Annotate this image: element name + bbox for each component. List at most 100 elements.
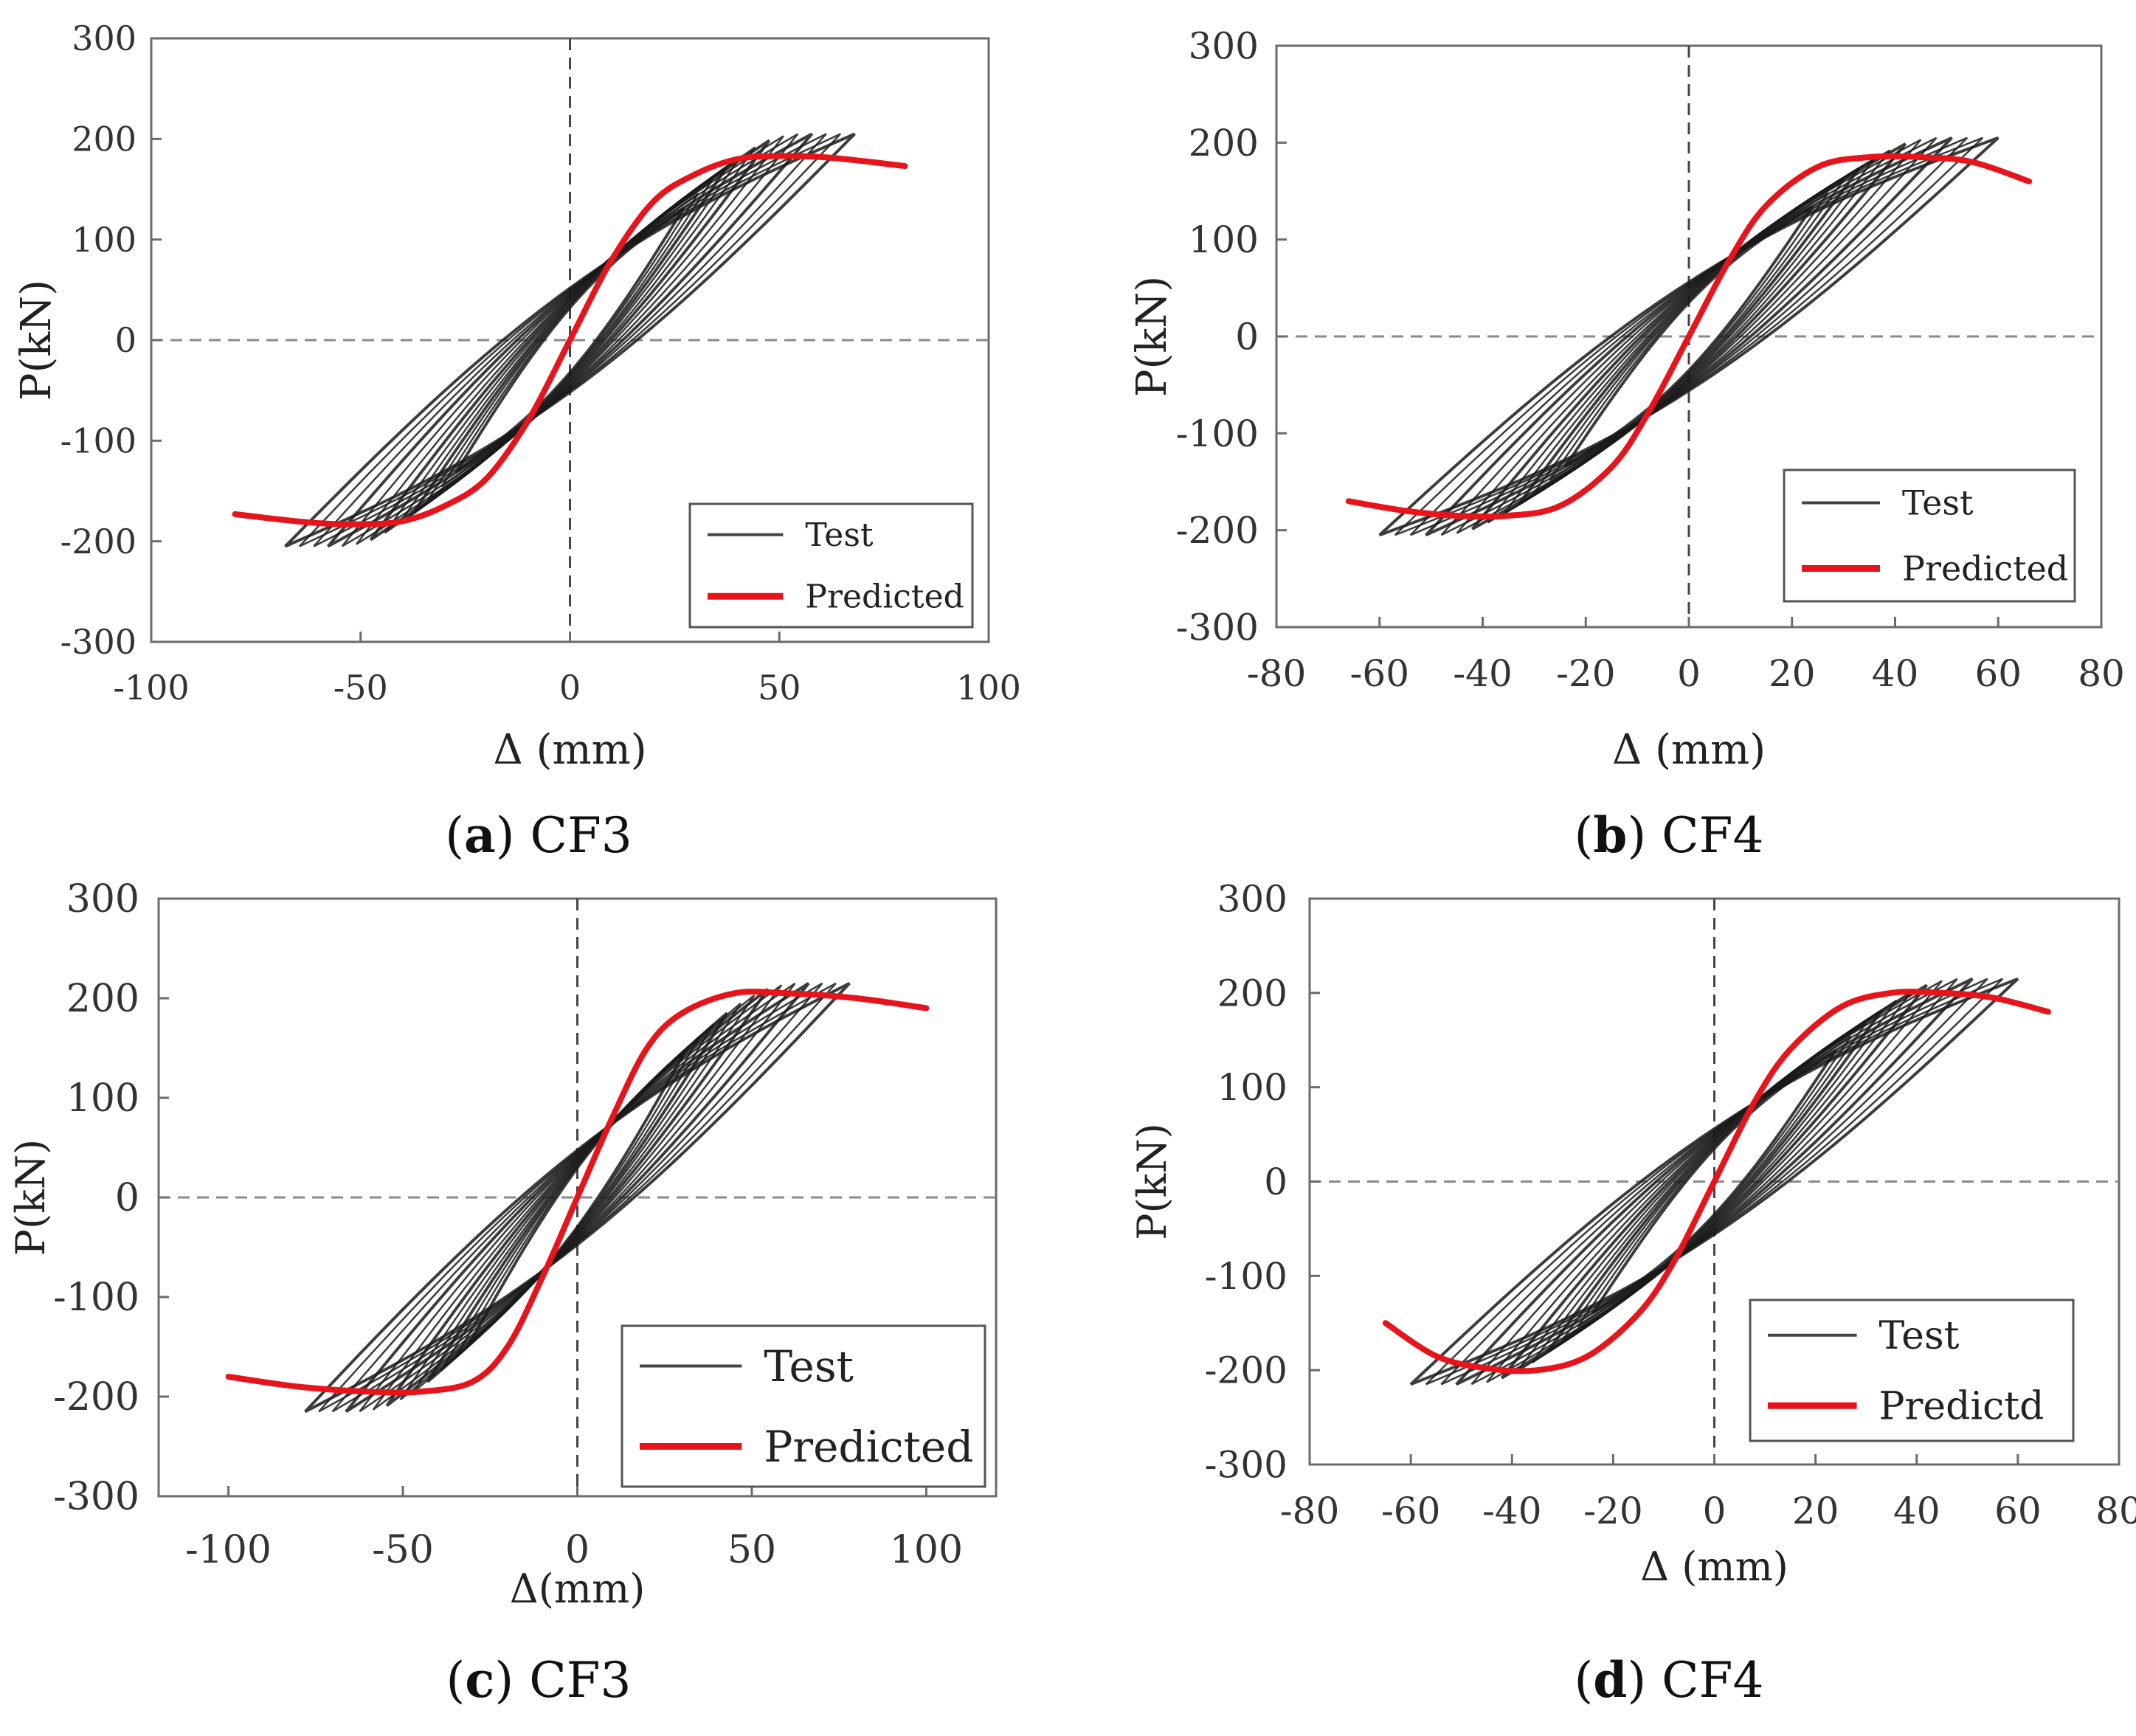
x-tick-label: -20 [1556,652,1616,695]
y-tick-label: -200 [1205,1349,1288,1392]
y-axis-label: P(kN) [7,1139,54,1256]
predicted-curve [232,153,908,528]
y-tick-label: 0 [1235,316,1259,359]
x-tick-label: 0 [1677,652,1701,695]
x-tick-label: -50 [372,1528,434,1572]
panel-caption: (b) CF4 [1575,806,1764,864]
test-hysteresis-loop [1440,136,1938,536]
x-tick-label: -60 [1381,1490,1441,1532]
test-hysteresis-loop [1378,136,2000,537]
caption-paren-open: ( [1575,807,1594,864]
y-tick-label: 200 [1217,972,1288,1014]
legend: Test Predicted [621,1324,986,1488]
caption-letter: c [465,1651,494,1709]
y-tick-label: -300 [1176,606,1259,649]
x-tick-label: 0 [1703,1490,1727,1532]
legend-box [1783,468,2076,603]
data-layer [1382,977,2051,1386]
y-tick-label: -300 [1205,1444,1288,1487]
caption-letter: a [464,806,496,864]
y-tick-label: 100 [1217,1066,1288,1109]
test-hysteresis-loop [1456,139,1922,534]
panel-caption: (d) CF4 [1575,1651,1764,1709]
y-tick-label: 0 [1264,1161,1288,1203]
caption-paren-open: ( [1575,1652,1594,1709]
test-hysteresis-loop [1455,977,1974,1386]
test-hysteresis-loop [385,988,770,1407]
legend: Test Predicted [688,502,974,629]
x-tick-label: -40 [1482,1490,1542,1532]
y-tick-label: -100 [53,1276,139,1320]
x-tick-label: -60 [1349,652,1409,695]
y-tick-label: 0 [115,320,136,360]
legend-predicted-label: Predicted [764,1422,973,1472]
x-tick-label: 100 [890,1528,963,1572]
test-hysteresis-loop [1425,136,1953,537]
x-tick-label: -50 [333,668,388,708]
test-hysteresis-loop [359,982,796,1413]
test-hysteresis-loop [326,132,814,548]
test-hysteresis-loop [345,982,810,1413]
legend-test-label: Test [1879,1314,1960,1358]
caption-paren-close: ) [1627,1652,1662,1709]
x-tick-label: -40 [1453,652,1513,695]
x-tick-label: 20 [1792,1490,1839,1532]
y-tick-label: 100 [66,1076,139,1121]
test-hysteresis-loop [372,984,783,1411]
y-tick-label: 200 [72,119,136,159]
caption-specimen: CF3 [529,1652,631,1709]
x-tick-label: 50 [727,1528,776,1572]
caption-specimen: CF3 [530,807,632,864]
y-axis-label: P(kN) [1128,276,1176,397]
x-tick-label: 60 [1994,1490,2042,1532]
caption-paren-close: ) [1627,807,1662,864]
x-tick-label: 50 [758,668,801,708]
x-tick-label: 100 [956,668,1021,708]
panel-caption: (a) CF3 [445,806,632,864]
panel-c: -300 -200 -100 0 100 200 300 -100 -50 0 50 100 Δ(mm)… [7,877,998,1709]
y-tick-label: 100 [1189,218,1259,261]
y-tick-label: 200 [66,977,139,1021]
test-hysteresis-loop [1409,977,2019,1386]
legend-box [688,502,974,629]
predicted-curve [225,989,930,1396]
test-hysteresis-loop [318,982,837,1413]
caption-letter: b [1593,806,1627,864]
legend-test-label: Test [1902,483,1974,523]
y-axis-label: P(kN) [1129,1123,1175,1239]
legend-predicted-label: Predicted [805,578,964,616]
data-layer [1345,136,2033,537]
legend: Test Predictd [1749,1298,2075,1442]
y-tick-label: -200 [61,522,136,561]
y-tick-label: 0 [115,1176,139,1220]
x-axis-label: Δ(mm) [510,1566,646,1612]
x-tick-label: -100 [113,668,189,708]
legend-test-label: Test [805,516,874,554]
x-tick-label: -100 [185,1528,272,1572]
y-tick-label: 300 [1189,25,1259,68]
x-axis-label: Δ (mm) [1612,726,1766,774]
x-tick-label: 80 [2095,1490,2136,1532]
y-axis-label: P(kN) [13,280,61,401]
test-hysteresis-loop [313,133,827,547]
y-tick-label: 300 [72,18,136,58]
legend-predicted-label: Predicted [1902,549,2068,589]
caption-paren-open: ( [445,807,464,864]
panel-a: -300 -200 -100 0 100 200 300 -100 -50 0 50 100 Δ (mm… [13,18,1021,864]
test-hysteresis-loop [304,982,851,1414]
legend: Test Predicted [1783,468,2076,603]
y-tick-label: -100 [1176,412,1259,455]
y-tick-label: -300 [61,622,136,662]
data-layer [225,982,930,1414]
test-hysteresis-loop [284,132,856,548]
caption-letter: d [1593,1651,1627,1709]
test-hysteresis-loop [331,982,823,1413]
test-hysteresis-loop [1470,978,1958,1386]
x-tick-label: 80 [2078,652,2125,695]
y-tick-label: -100 [61,421,136,460]
panel-caption: (c) CF3 [446,1651,632,1709]
legend-predicted-label: Predictd [1879,1384,2045,1428]
test-hysteresis-loop [356,135,784,545]
